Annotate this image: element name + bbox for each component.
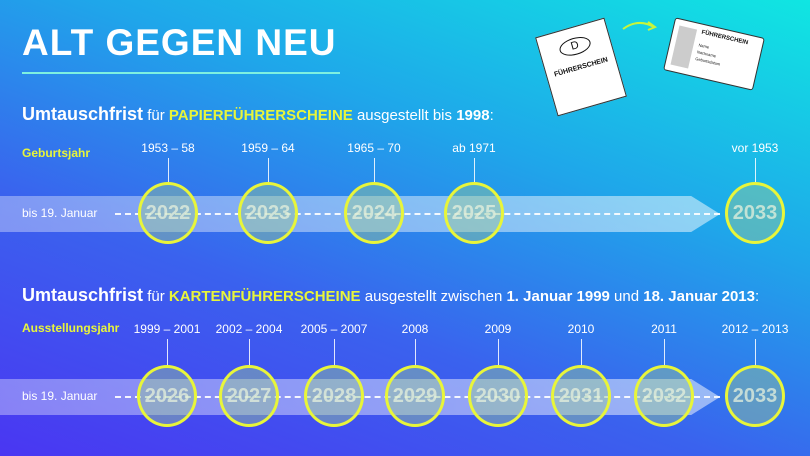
deadline-year-circle: 2032 bbox=[634, 365, 694, 427]
bold: 1998 bbox=[456, 107, 490, 124]
text: ausgestellt bis bbox=[352, 107, 457, 124]
period-label: 1953 – 58 bbox=[141, 141, 195, 155]
connector-line bbox=[474, 158, 475, 184]
row-label: Ausstellungsjahr bbox=[22, 321, 120, 335]
country-oval: D bbox=[557, 33, 593, 59]
text: : bbox=[489, 107, 494, 124]
deadline-year-circle: 2024 bbox=[344, 182, 404, 244]
period-label: 2005 – 2007 bbox=[300, 322, 368, 336]
connector-line bbox=[374, 158, 375, 184]
row-label: Geburtsjahr bbox=[22, 146, 91, 160]
paper-label: FÜHRERSCHEIN bbox=[553, 56, 609, 79]
connector-line bbox=[268, 158, 269, 184]
connector-line bbox=[581, 339, 582, 366]
connector-line bbox=[334, 339, 335, 366]
text: für bbox=[143, 288, 169, 305]
photo-placeholder-icon bbox=[670, 25, 698, 69]
timeline-dash bbox=[115, 213, 720, 215]
connector-line bbox=[168, 158, 169, 184]
deadline-label: bis 19. Januar bbox=[22, 206, 98, 220]
deadline-year-circle: 2031 bbox=[551, 365, 611, 427]
deadline-label: bis 19. Januar bbox=[22, 389, 98, 403]
heading-bold: Umtauschfrist bbox=[22, 104, 144, 124]
arrow-icon bbox=[622, 21, 658, 31]
deadline-year-circle: 2022 bbox=[138, 182, 198, 244]
text: : bbox=[755, 288, 760, 305]
connector-line bbox=[167, 339, 168, 366]
heading-bold: Umtauschfrist bbox=[22, 285, 144, 305]
period-label: ab 1971 bbox=[452, 141, 496, 155]
page-title: ALT GEGEN NEU bbox=[22, 22, 337, 63]
title-underline bbox=[22, 72, 340, 74]
period-label: 2012 – 2013 bbox=[721, 322, 789, 336]
period-label: 1999 – 2001 bbox=[133, 322, 201, 336]
period-label: 2010 bbox=[567, 322, 595, 336]
connector-line bbox=[755, 339, 756, 366]
section2-heading: Umtauschfrist für KARTENFÜHRERSCHEINE au… bbox=[22, 285, 759, 306]
bold: 18. Januar 2013 bbox=[643, 288, 755, 305]
paper-license-illustration: D FÜHRERSCHEIN bbox=[535, 17, 627, 117]
deadline-year-circle: 2026 bbox=[137, 365, 197, 427]
card-field: Name bbox=[698, 42, 710, 50]
deadline-year-circle: 2025 bbox=[444, 182, 504, 244]
deadline-year-circle: 2023 bbox=[238, 182, 298, 244]
connector-line bbox=[664, 339, 665, 366]
deadline-year-circle: 2027 bbox=[219, 365, 279, 427]
bold: 1. Januar 1999 bbox=[506, 288, 610, 305]
connector-line bbox=[249, 339, 250, 366]
deadline-year-circle: 2028 bbox=[304, 365, 364, 427]
period-label: 2002 – 2004 bbox=[215, 322, 283, 336]
period-label: 1965 – 70 bbox=[347, 141, 401, 155]
text: für bbox=[143, 107, 169, 124]
section1-heading: Umtauschfrist für PAPIERFÜHRERSCHEINE au… bbox=[22, 104, 494, 125]
card-license-illustration: FÜHRERSCHEIN Name Nachname Geburtsdatum bbox=[663, 17, 765, 91]
period-label: vor 1953 bbox=[731, 141, 779, 155]
connector-line bbox=[755, 158, 756, 184]
deadline-year-circle: 2030 bbox=[468, 365, 528, 427]
card-field: Geburtsdatum bbox=[694, 56, 721, 67]
deadline-year-circle: 2029 bbox=[385, 365, 445, 427]
period-label: 2011 bbox=[651, 322, 677, 336]
connector-line bbox=[498, 339, 499, 366]
text: und bbox=[609, 288, 644, 305]
period-label: 2008 bbox=[401, 322, 429, 336]
highlight: KARTENFÜHRERSCHEINE bbox=[168, 288, 361, 305]
deadline-year-circle: 2033 bbox=[725, 182, 785, 244]
text: ausgestellt zwischen bbox=[360, 288, 507, 305]
highlight: PAPIERFÜHRERSCHEINE bbox=[168, 107, 353, 124]
period-label: 1959 – 64 bbox=[241, 141, 295, 155]
connector-line bbox=[415, 339, 416, 366]
deadline-year-circle: 2033 bbox=[725, 365, 785, 427]
period-label: 2009 bbox=[484, 322, 512, 336]
